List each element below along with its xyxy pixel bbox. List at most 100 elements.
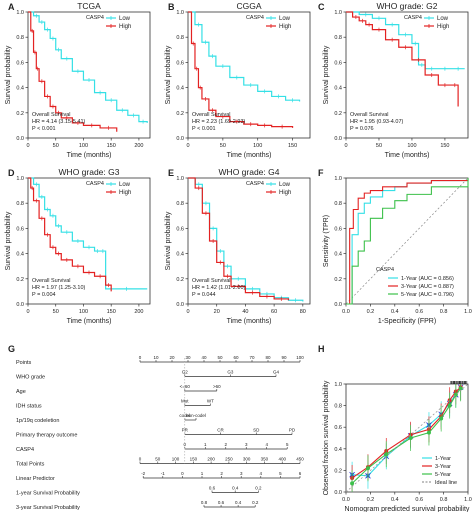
plot-frame	[27, 177, 151, 305]
panel-title: WHO grade: G4	[219, 167, 280, 177]
panel-title: WHO grade: G2	[377, 1, 438, 11]
nomogram-tick-label: 0.6	[218, 500, 225, 505]
nomogram-tick-label: 50	[217, 355, 223, 360]
panel-letter-b: B	[168, 2, 175, 12]
nomogram-tick-label: 350	[261, 457, 269, 462]
x-tick-label: 0.2	[367, 309, 375, 315]
y-tick-label: 0.6	[176, 226, 184, 232]
x-tick-label: 0.2	[367, 497, 375, 503]
nomogram-tick-label: 0	[139, 355, 142, 360]
x-axis-label: 1-Specificity (FPR)	[378, 318, 436, 325]
x-axis-label: Nomogram predicted survival probability	[345, 506, 470, 512]
nomogram-tick-label: 10	[153, 355, 159, 360]
calibration-line-1	[352, 386, 462, 477]
y-tick-label: 0.4	[16, 86, 24, 92]
y-tick-label: 0.8	[334, 201, 342, 207]
km-line-low	[28, 11, 148, 123]
y-tick-label: 0.0	[334, 136, 342, 142]
plot-frame	[27, 11, 151, 139]
y-tick-label: 0.2	[176, 277, 184, 283]
legend-label-low: Low	[437, 16, 449, 22]
plot-frame	[345, 177, 469, 305]
nomogram-row-label: Total Points	[16, 462, 45, 468]
legend-label: 3-Year (AUC = 0.887)	[401, 284, 454, 290]
y-tick-label: 0.8	[176, 35, 184, 41]
nomogram-tick-label: 5	[279, 471, 282, 476]
nomogram-tick-label: 300	[243, 457, 251, 462]
legend-title: CASP4	[246, 15, 264, 21]
x-tick-label: 0	[344, 143, 347, 149]
panel-title: CGGA	[236, 1, 261, 11]
x-tick-label: 0	[186, 143, 189, 149]
y-tick-label: 0.8	[16, 35, 24, 41]
y-tick-label: 0.6	[334, 425, 342, 431]
legend-label-low: Low	[119, 182, 131, 188]
panel-a: 0 50 100 150 200 0.0 0.2 0.4 0.6 0.8 1.0 Time (mont…	[5, 1, 151, 159]
x-tick-label: 50	[220, 143, 226, 149]
nomogram-row-label: CASP4	[16, 447, 34, 453]
x-tick-label: 100	[253, 143, 262, 149]
y-axis-label: Sensitivity (TPR)	[323, 215, 330, 267]
calibration-line-4	[345, 383, 469, 493]
y-tick-label: 0.2	[16, 111, 24, 117]
y-tick-label: 1.0	[334, 10, 342, 16]
nomogram-row-label: 3-year Survival Probability	[16, 505, 80, 511]
y-axis-label: Survival probability	[5, 45, 12, 104]
nomogram-tick-label: non-codel	[186, 413, 206, 418]
calibration-point	[384, 452, 389, 457]
nomogram-tick-label: 70	[249, 355, 255, 360]
y-tick-label: 0.8	[176, 201, 184, 207]
y-tick-label: 0.2	[334, 468, 342, 474]
y-axis-label: Survival probability	[323, 45, 330, 104]
x-tick-label: 50	[53, 309, 59, 315]
x-tick-label: 150	[107, 143, 116, 149]
nomogram-tick-label: 1	[204, 442, 207, 447]
legend-label-high: High	[119, 24, 131, 30]
x-tick-label: 0.6	[415, 309, 423, 315]
nomogram-tick-label: 0.4	[232, 486, 239, 491]
y-tick-label: 0.6	[16, 60, 24, 66]
calibration-point	[426, 430, 431, 435]
nomogram-tick-label: 60	[233, 355, 239, 360]
stats-line-3: P < 0.001	[192, 126, 216, 132]
nomogram-tick-label: >60	[213, 384, 221, 389]
y-tick-label: 1.0	[176, 176, 184, 182]
stats-line-1: Overall Survival	[32, 278, 71, 284]
nomogram-tick-label: 0.8	[201, 500, 208, 505]
legend-label: 5-Year (AUC = 0.796)	[401, 292, 454, 298]
nomogram-tick-label: 100	[172, 457, 180, 462]
nomogram-tick-label: 40	[201, 355, 207, 360]
panel-letter-c: C	[318, 2, 325, 12]
y-tick-label: 0.0	[176, 136, 184, 142]
stats-line-3: P = 0.004	[32, 292, 56, 298]
calibration-point	[365, 466, 370, 471]
nomogram-tick-label: 80	[265, 355, 271, 360]
x-tick-label: 0	[186, 309, 189, 315]
y-axis-label: Survival probability	[5, 211, 12, 270]
panel-letter-a: A	[8, 2, 15, 12]
legend-label-high: High	[119, 190, 131, 196]
panel-b: 0 50 100 150 0.0 0.2 0.4 0.6 0.8 1.0 Time (months)…	[165, 1, 311, 159]
x-tick-label: 150	[288, 143, 297, 149]
nomogram-tick-label: 450	[296, 457, 304, 462]
y-tick-label: 0.4	[334, 86, 342, 92]
calibration-point	[408, 436, 413, 440]
y-tick-label: 0.4	[334, 252, 342, 258]
x-tick-label: 200	[134, 143, 143, 149]
panel-letter-f: F	[318, 168, 324, 178]
y-tick-label: 0.0	[16, 136, 24, 142]
legend-label-high: High	[437, 24, 449, 30]
x-tick-label: 100	[79, 309, 88, 315]
nomogram-tick-label: 50	[155, 457, 161, 462]
calibration-point	[439, 416, 444, 421]
nomogram-tick-label: G2	[182, 370, 189, 375]
plot-frame	[345, 383, 469, 493]
legend-label: 1-Year (AUC = 0.856)	[401, 276, 454, 282]
x-tick-label: 0.4	[391, 497, 399, 503]
x-tick-label: 0.0	[342, 309, 350, 315]
nomogram-tick-label: 250	[225, 457, 233, 462]
legend-label-low: Low	[119, 16, 131, 22]
plot-frame	[345, 11, 469, 139]
legend-label-low: Low	[279, 182, 291, 188]
x-axis-label: Time (months)	[385, 152, 430, 159]
